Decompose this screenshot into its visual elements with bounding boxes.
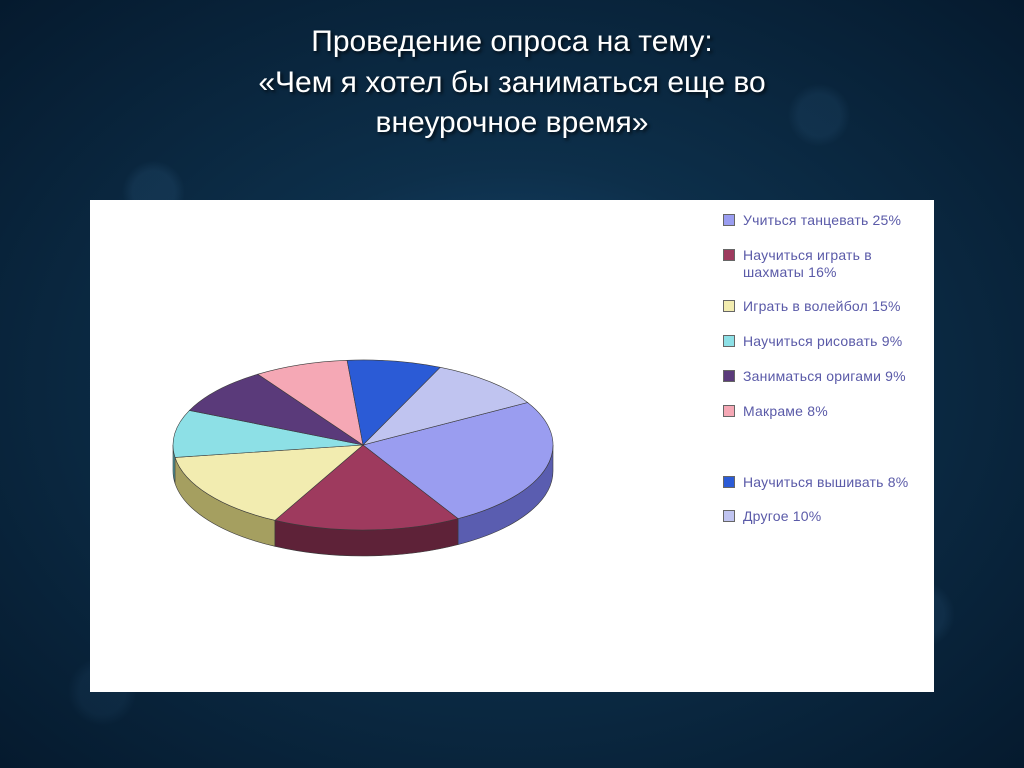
- legend-label: Играть в волейбол 15%: [743, 298, 901, 315]
- legend-swatch: [723, 300, 735, 312]
- legend-item: Заниматься оригами 9%: [723, 368, 924, 385]
- legend: Учиться танцевать 25% Научиться играть в …: [719, 200, 934, 692]
- legend-label: Научиться вышивать 8%: [743, 474, 908, 491]
- title-line-3: внеурочное время»: [376, 106, 649, 139]
- title-line-2: «Чем я хотел бы заниматься еще во: [258, 66, 765, 99]
- legend-label: Учиться танцевать 25%: [743, 212, 901, 229]
- slide-title: Проведение опроса на тему: «Чем я хотел …: [0, 0, 1024, 162]
- legend-item: Научиться рисовать 9%: [723, 333, 924, 350]
- legend-label: Научиться рисовать 9%: [743, 333, 902, 350]
- legend-label: Макраме 8%: [743, 403, 828, 420]
- legend-swatch: [723, 370, 735, 382]
- legend-item: Макраме 8%: [723, 403, 924, 420]
- pie-plot-area: [90, 200, 719, 692]
- pie-chart: [148, 350, 578, 570]
- legend-item: Научиться играть в шахматы 16%: [723, 247, 924, 281]
- legend-label: Научиться играть в шахматы 16%: [743, 247, 924, 281]
- legend-label: Заниматься оригами 9%: [743, 368, 906, 385]
- chart-card: Учиться танцевать 25% Научиться играть в …: [90, 200, 934, 692]
- legend-item: Играть в волейбол 15%: [723, 298, 924, 315]
- legend-item: Учиться танцевать 25%: [723, 212, 924, 229]
- legend-swatch: [723, 405, 735, 417]
- legend-item: Научиться вышивать 8%: [723, 474, 924, 491]
- legend-item: Другое 10%: [723, 508, 924, 525]
- legend-swatch: [723, 249, 735, 261]
- legend-swatch: [723, 335, 735, 347]
- legend-swatch: [723, 214, 735, 226]
- legend-swatch: [723, 476, 735, 488]
- legend-swatch: [723, 510, 735, 522]
- title-line-1: Проведение опроса на тему:: [311, 25, 712, 58]
- legend-label: Другое 10%: [743, 508, 821, 525]
